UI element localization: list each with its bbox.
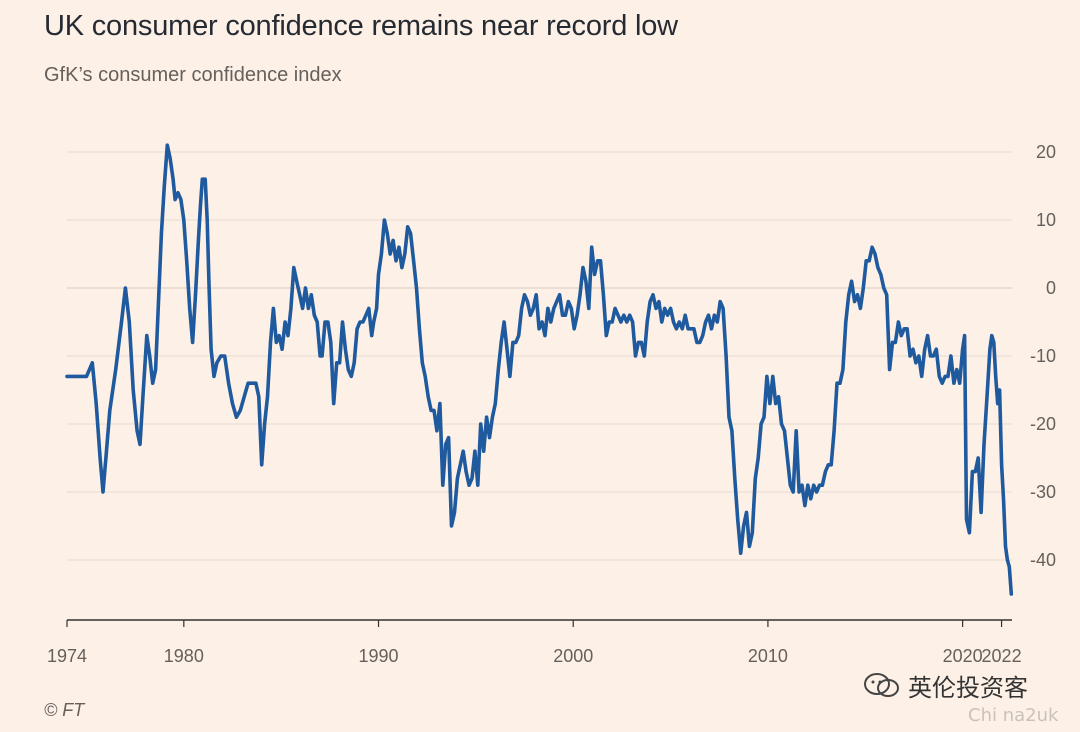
- x-tick-label: 2022: [982, 646, 1022, 666]
- chat-bubbles-icon: [862, 671, 902, 701]
- y-tick-label: -30: [1030, 482, 1056, 502]
- series-line: [65, 143, 1014, 596]
- y-axis-ticks: 20 10 0 -10 -20 -30 -40: [1030, 142, 1056, 570]
- chart-subtitle: GfK’s consumer confidence index: [44, 64, 342, 86]
- x-tick-label: 1990: [358, 646, 398, 666]
- y-tick-label: 10: [1036, 210, 1056, 230]
- series-layer: [65, 143, 1014, 596]
- gridlines: [67, 151, 1012, 561]
- y-tick-label: -20: [1030, 414, 1056, 434]
- watermark-text: 英伦投资客: [908, 674, 1028, 702]
- watermark-handle: Chi na2uk: [968, 705, 1059, 726]
- source-credit: © FT: [44, 700, 85, 720]
- y-tick-label: 0: [1046, 278, 1056, 298]
- x-tick-label: 2020: [943, 646, 983, 666]
- x-tick-label: 2010: [748, 646, 788, 666]
- x-tick-label: 2000: [553, 646, 593, 666]
- watermark: 英伦投资客: [862, 668, 1028, 703]
- y-tick-label: -10: [1030, 346, 1056, 366]
- chart-title: UK consumer confidence remains near reco…: [44, 10, 678, 42]
- x-tick-label: 1974: [47, 646, 87, 666]
- x-tick-label: 1980: [164, 646, 204, 666]
- y-tick-label: -40: [1030, 550, 1056, 570]
- y-tick-label: 20: [1036, 142, 1056, 162]
